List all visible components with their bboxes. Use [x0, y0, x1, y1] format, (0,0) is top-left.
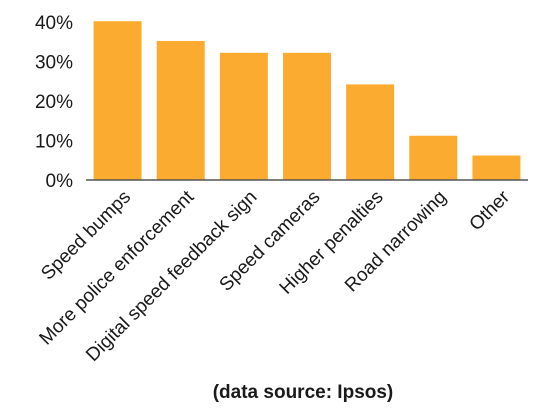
y-tick-label: 20% — [35, 92, 73, 113]
chart-caption: (data source: Ipsos) — [213, 382, 394, 403]
y-axis-ticks: 0% 10% 20% 30% 40% — [35, 13, 73, 192]
bar — [283, 52, 331, 181]
x-category-label: Other — [466, 186, 515, 235]
bars — [93, 21, 521, 181]
bar — [409, 135, 458, 180]
bar — [219, 52, 268, 181]
bar — [93, 21, 142, 181]
bar — [346, 84, 395, 180]
y-tick-label: 40% — [35, 13, 73, 34]
y-tick-label: 0% — [46, 171, 74, 192]
y-tick-label: 10% — [35, 132, 73, 153]
bar — [472, 155, 521, 180]
bar — [156, 40, 205, 181]
y-tick-label: 30% — [35, 53, 73, 74]
